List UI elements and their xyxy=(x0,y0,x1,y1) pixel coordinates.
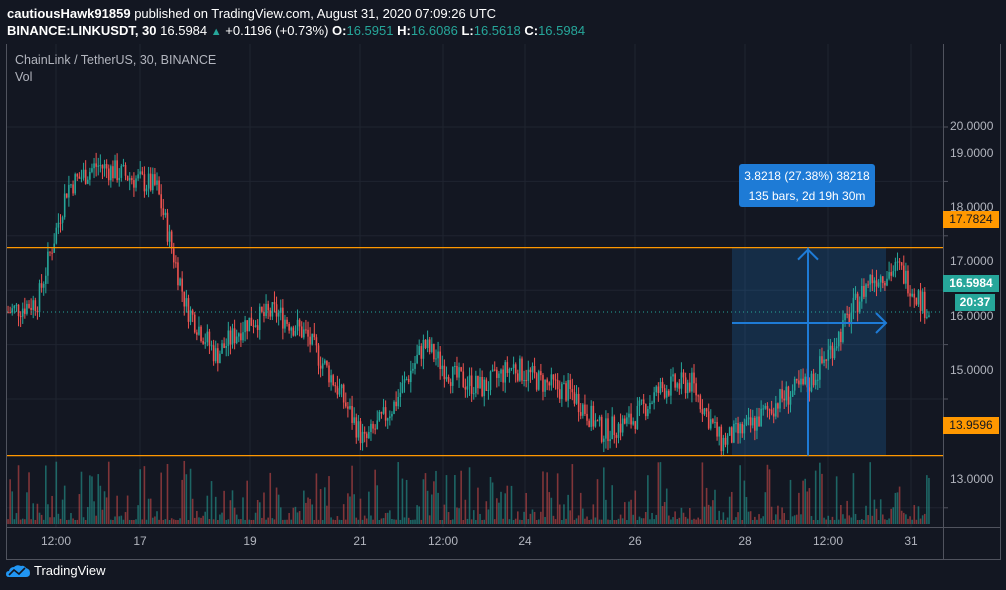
lower-line-price-tag: 13.9596 xyxy=(943,417,999,434)
upper-line-price-tag: 17.7824 xyxy=(943,211,999,228)
publish-header: cautiousHawk91859 published on TradingVi… xyxy=(7,5,585,41)
price-range-measure-label[interactable]: 3.8218 (27.38%) 38218 135 bars, 2d 19h 3… xyxy=(739,164,875,207)
close-label: C: xyxy=(524,23,539,38)
high-label: H: xyxy=(397,23,411,38)
time-tick: 12:00 xyxy=(40,534,72,548)
volume-label[interactable]: Vol xyxy=(15,70,33,84)
time-tick: 21 xyxy=(353,534,367,548)
price-tick: 13.0000 xyxy=(950,472,994,486)
tradingview-logo[interactable]: TradingView xyxy=(6,563,106,578)
open-value: 16.5951 xyxy=(346,23,394,38)
close-value: 16.5984 xyxy=(538,23,586,38)
time-tick: 19 xyxy=(243,534,257,548)
price-tick: 16.0000 xyxy=(950,309,994,323)
time-tick: 24 xyxy=(518,534,532,548)
chart-pane[interactable] xyxy=(6,44,944,527)
logo-text: TradingView xyxy=(34,563,106,578)
tradingview-cloud-icon xyxy=(6,564,30,577)
last-price: 16.5984 xyxy=(160,23,208,38)
price-tick: 19.0000 xyxy=(950,146,994,160)
series-title[interactable]: ChainLink / TetherUS, 30, BINANCE xyxy=(15,53,217,67)
price-axis-border xyxy=(943,44,944,559)
chart-right-border xyxy=(1000,44,1001,559)
publisher-name[interactable]: cautiousHawk91859 xyxy=(7,6,131,21)
low-label: L: xyxy=(461,23,474,38)
bar-countdown-tag: 20:37 xyxy=(955,294,995,311)
price-change: +0.1196 (+0.73%) xyxy=(225,23,329,38)
price-tick: 17.0000 xyxy=(950,254,994,268)
time-tick: 12:00 xyxy=(812,534,844,548)
time-axis[interactable] xyxy=(6,527,1001,560)
symbol: BINANCE:LINKUSDT, 30 xyxy=(7,23,157,38)
measure-bars-duration: 135 bars, 2d 19h 30m xyxy=(748,189,866,203)
low-value: 16.5618 xyxy=(473,23,521,38)
up-arrow-icon: ▲ xyxy=(210,26,222,38)
last-price-tag: 16.5984 xyxy=(943,275,999,292)
time-tick: 12:00 xyxy=(427,534,459,548)
time-tick: 26 xyxy=(628,534,642,548)
published-text: published on TradingView.com, August 31,… xyxy=(134,6,497,21)
high-value: 16.6086 xyxy=(410,23,458,38)
measure-change: 3.8218 (27.38%) 38218 xyxy=(744,169,870,183)
price-tick: 18.0000 xyxy=(950,200,994,214)
time-tick: 28 xyxy=(738,534,752,548)
time-tick: 31 xyxy=(904,534,918,548)
price-tick: 20.0000 xyxy=(950,119,994,133)
price-tick: 15.0000 xyxy=(950,363,994,377)
time-tick: 17 xyxy=(133,534,147,548)
chart-legend: ChainLink / TetherUS, 30, BINANCE Vol xyxy=(15,52,216,86)
open-label: O: xyxy=(332,23,347,38)
